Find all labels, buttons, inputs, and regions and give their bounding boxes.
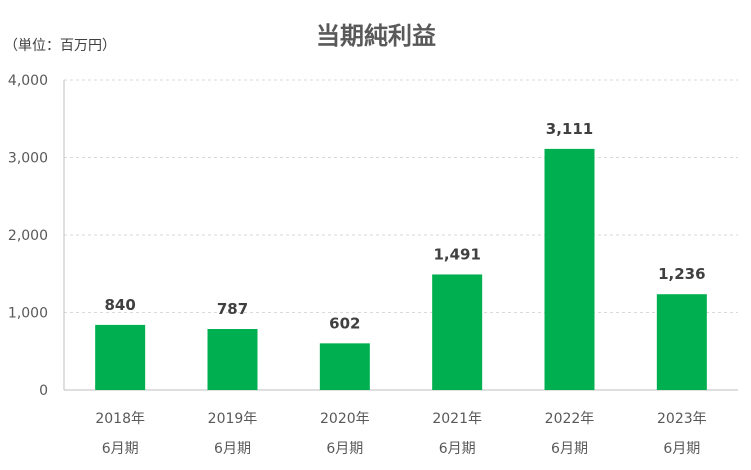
x-tick-label: 6月期 (439, 441, 476, 457)
x-tick-label: 6月期 (102, 441, 139, 457)
bar (432, 274, 483, 390)
data-label: 840 (105, 296, 136, 314)
x-tick-label: 2023年 (657, 411, 707, 427)
bar (319, 343, 370, 390)
x-tick-label: 2021年 (432, 411, 482, 427)
x-tick-label: 6月期 (663, 441, 700, 457)
data-label: 1,491 (433, 245, 480, 263)
bar (207, 329, 258, 390)
data-label: 1,236 (658, 265, 705, 283)
data-labels: 840 787 602 1,491 3,111 1,236 (105, 120, 706, 332)
bar (656, 294, 707, 390)
x-tick-label: 6月期 (326, 441, 363, 457)
unit-label: （単位：百万円） (4, 38, 116, 54)
y-tick-label: 3,000 (8, 151, 48, 167)
bar (544, 148, 595, 390)
data-label: 602 (329, 314, 360, 332)
y-tick-label: 1,000 (8, 306, 48, 322)
bar (95, 324, 146, 390)
y-tick-label: 2,000 (8, 228, 48, 244)
x-axis-categories: 2018年 6月期 2019年 6月期 2020年 6月期 2021年 6月期 2022年 6月期… (95, 411, 706, 457)
data-label: 3,111 (546, 120, 593, 138)
grid-lines (63, 79, 738, 391)
y-tick-label: 4,000 (8, 73, 48, 89)
x-tick-label: 6月期 (551, 441, 588, 457)
x-tick-label: 2018年 (95, 411, 145, 427)
x-tick-label: 6月期 (214, 441, 251, 457)
bars (95, 148, 707, 390)
x-tick-label: 2022年 (545, 411, 595, 427)
y-axis-ticks: 0 1,000 2,000 3,000 4,000 (8, 73, 48, 399)
data-label: 787 (217, 300, 248, 318)
y-tick-label: 0 (39, 383, 48, 399)
x-tick-label: 2019年 (208, 411, 258, 427)
x-tick-label: 2020年 (320, 411, 370, 427)
chart-title: 当期純利益 (316, 22, 436, 50)
